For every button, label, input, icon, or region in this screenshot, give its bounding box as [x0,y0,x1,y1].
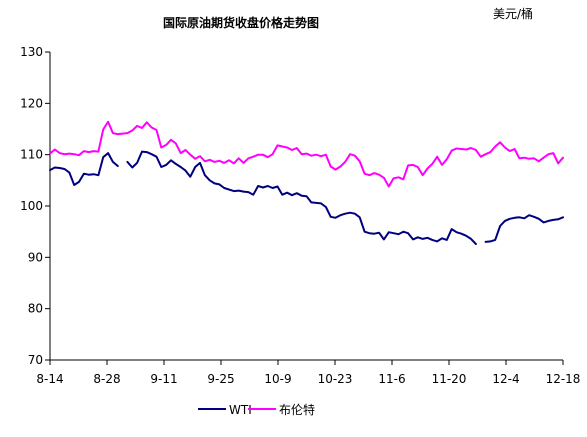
x-tick-label: 11-20 [432,372,467,386]
y-tick-label: 110 [20,148,43,162]
legend-label-brent: 布伦特 [279,402,315,417]
series-layer [49,120,564,245]
x-tick-label: 9-25 [207,372,234,386]
chart-title: 国际原油期货收盘价格走势图 [163,15,319,30]
y-tick-label: 130 [20,45,43,59]
series-line-brent [49,120,564,188]
series-line-wti [49,150,564,245]
x-tick-label: 10-9 [264,372,291,386]
x-tick-label: 12-4 [492,372,519,386]
x-tick-label: 10-23 [318,372,353,386]
unit-label: 美元/桶 [493,6,533,21]
x-tick-label: 8-14 [36,372,63,386]
axes: 70 80 90 100 110 120 130 8-14 8-28 9-11 9-25 10-9 10… [20,45,580,386]
x-tick-label: 11-6 [378,372,405,386]
legend: WTI 布伦特 [198,402,315,417]
y-tick-label: 70 [28,353,43,367]
y-tick-label: 100 [20,199,43,213]
x-tick-label: 12-18 [546,372,581,386]
legend-label-wti: WTI [229,403,252,417]
y-tick-label: 120 [20,96,43,110]
y-tick-label: 80 [28,302,43,316]
y-tick-label: 90 [28,250,43,264]
x-tick-label: 9-11 [150,372,177,386]
x-tick-label: 8-28 [93,372,120,386]
